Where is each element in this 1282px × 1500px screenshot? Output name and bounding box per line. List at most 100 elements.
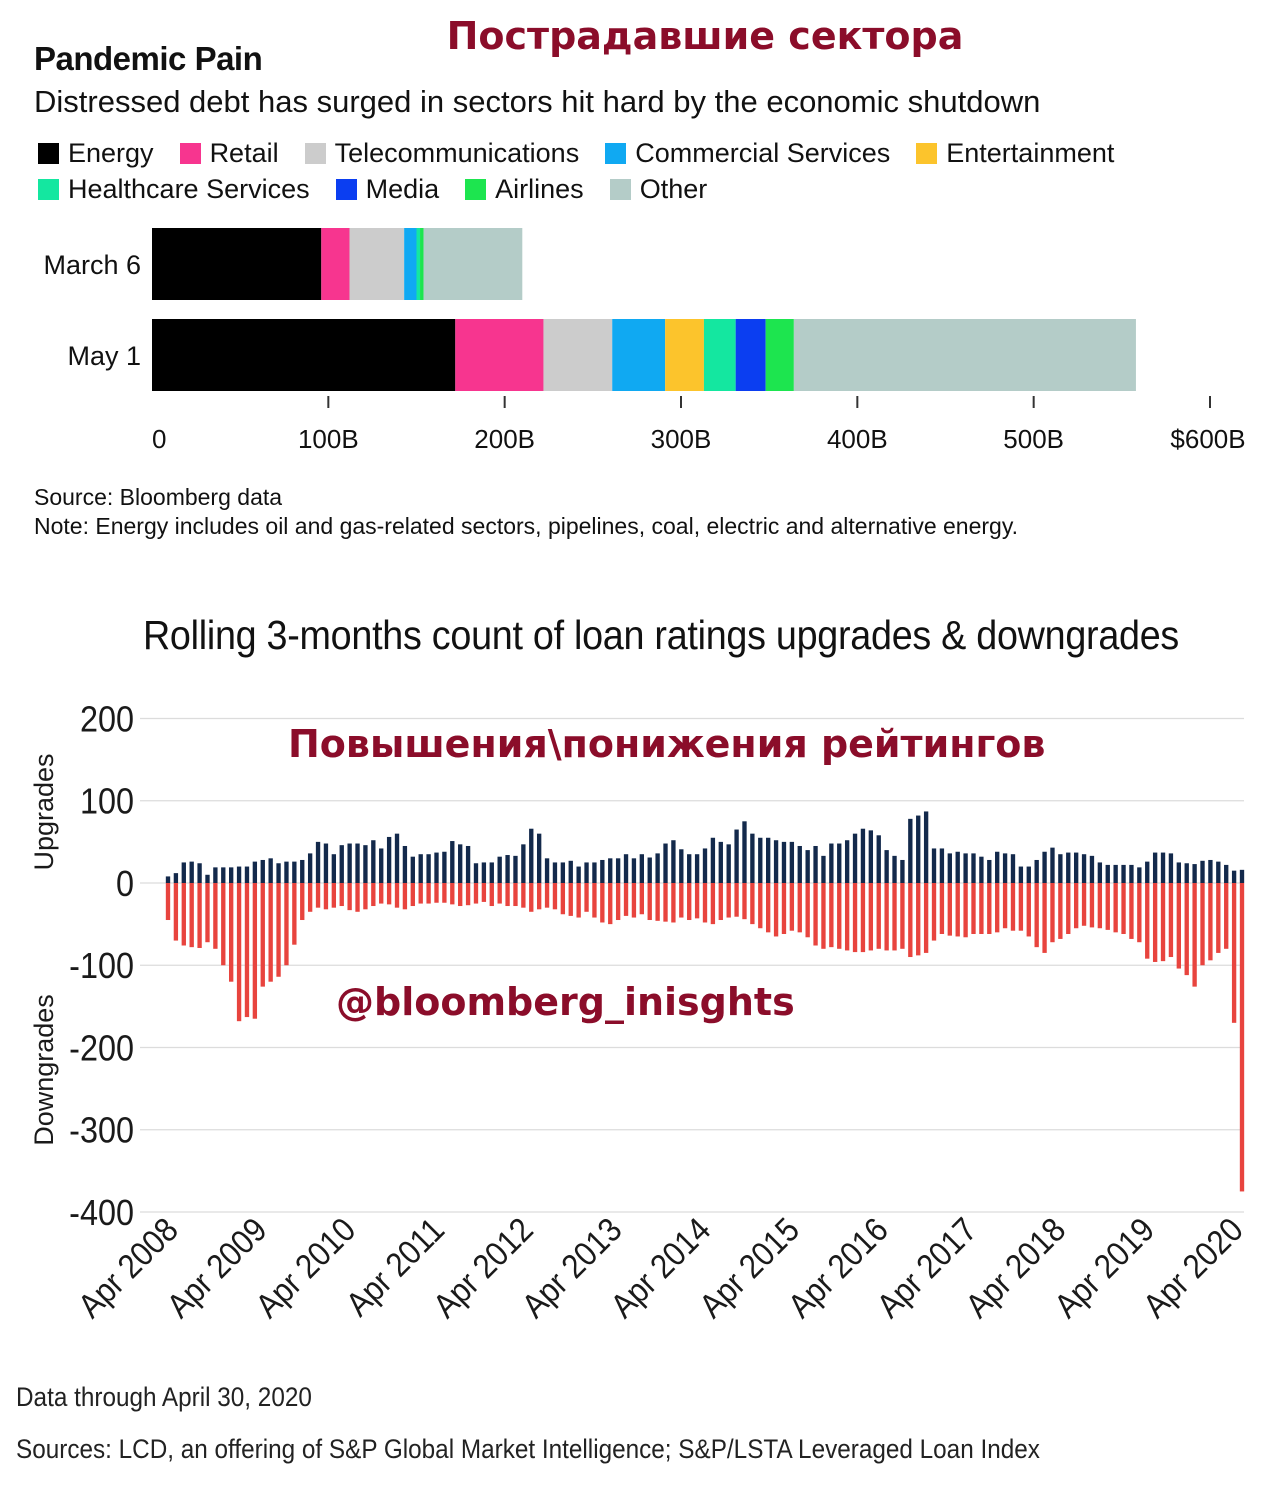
upgrade-bar: [292, 861, 297, 883]
upgrade-bar: [213, 867, 218, 883]
upgrade-bar: [694, 854, 700, 883]
downgrade-bar: [884, 883, 889, 951]
downgrade-bar: [671, 883, 676, 923]
downgrade-bar: [663, 883, 668, 922]
downgrade-bar: [655, 883, 660, 921]
upgrade-bar: [465, 845, 471, 883]
downgrade-bar: [908, 883, 913, 958]
downgrade-bar: [860, 883, 866, 953]
chart1-source: Source: Bloomberg data: [34, 484, 283, 510]
upgrade-bar: [726, 844, 731, 883]
legend-swatch-other: [609, 179, 631, 200]
upgrade-bar: [181, 862, 186, 883]
upgrade-bar: [908, 818, 913, 883]
legend-item-retail: Retail: [179, 138, 279, 169]
downgrade-bar: [931, 883, 937, 941]
upgrade-bar: [1192, 864, 1197, 883]
upgrade-bar: [418, 854, 423, 883]
downgrade-bar: [979, 883, 984, 934]
downgrade-bar: [584, 883, 589, 912]
upgrade-bar: [1042, 851, 1047, 883]
upgrade-bar: [236, 866, 242, 883]
downgrade-bar: [1239, 883, 1245, 1192]
upgrade-bar: [821, 855, 826, 883]
downgrade-bar: [679, 883, 684, 918]
upgrade-bar: [307, 853, 313, 883]
upgrade-bar: [244, 866, 250, 883]
downgrade-bar: [939, 883, 945, 934]
legend-swatch-entertainment: [916, 143, 938, 164]
y-tick-label: -200: [69, 1029, 134, 1069]
downgrade-bar: [252, 883, 258, 1019]
upgrade-bar: [789, 841, 795, 883]
upgrade-bar: [505, 855, 510, 883]
upgrade-bar: [576, 866, 581, 883]
upgrade-bar: [1081, 854, 1087, 883]
downgrade-bar: [363, 883, 368, 910]
upgrade-bar: [584, 862, 589, 883]
upgrade-bar: [560, 862, 566, 883]
downgrade-bar: [276, 883, 281, 977]
downgrade-bar: [829, 883, 834, 948]
upgrade-bar: [781, 841, 787, 883]
upgrade-bar: [355, 843, 360, 883]
downgrade-bar: [165, 883, 171, 921]
downgrade-bar: [995, 883, 1000, 933]
upgrade-bar: [323, 843, 329, 883]
upgrade-bar: [1010, 854, 1016, 883]
legend-label-airlines: Airlines: [495, 174, 584, 204]
upgrade-bar: [742, 821, 747, 883]
upgrade-bar: [758, 837, 763, 883]
legend-label-telecommunications: Telecommunications: [334, 138, 580, 168]
chart2-bar-plot: 200 100 0 -100 -200 -300 -400 Upgrades Downgrade…: [29, 700, 1250, 1325]
downgrade-bar: [923, 883, 929, 953]
upgrade-bar: [1160, 852, 1166, 883]
x-tick-label: 500B: [1003, 424, 1064, 454]
downgrade-bar: [236, 883, 242, 1022]
upgrade-bar: [426, 854, 431, 883]
upgrade-bar: [260, 859, 265, 883]
upgrade-bar: [1113, 864, 1118, 883]
chart1-title: Pandemic Pain: [34, 40, 263, 77]
chart1-legend-row-2: Healthcare Services Media Airlines Other: [38, 174, 1258, 205]
downgrade-bar: [750, 883, 755, 925]
legend-swatch-airlines: [465, 179, 487, 200]
bar-segment-march-6-other: [423, 228, 523, 300]
downgrade-bar: [592, 883, 597, 918]
legend-swatch-healthcare-services: [38, 179, 59, 200]
downgrade-bar: [639, 883, 644, 915]
downgrade-bar: [331, 883, 337, 908]
upgrade-bar: [331, 854, 337, 883]
legend-item-healthcare-services: Healthcare Services: [38, 174, 310, 205]
upgrade-bar: [923, 811, 929, 883]
legend-item-commercial-services: Commercial Services: [605, 138, 890, 169]
bar-segment-may-1-media: [735, 319, 766, 391]
upgrade-bar: [489, 862, 494, 883]
upgrade-bar: [1152, 852, 1158, 883]
downgrade-bar: [513, 883, 518, 907]
bar-segment-may-1-commercial-services: [612, 319, 666, 391]
upgrade-bar: [1121, 864, 1126, 883]
y-axis-title-upgrades: Upgrades: [29, 753, 59, 870]
upgrade-bar: [379, 848, 384, 883]
downgrade-bar: [916, 883, 921, 956]
upgrade-bar: [876, 835, 881, 883]
upgrade-bar: [529, 828, 534, 883]
downgrade-bar: [1010, 883, 1016, 931]
downgrade-bar: [710, 883, 716, 925]
downgrade-bar: [608, 883, 613, 925]
chart1-stacked-bar-plot: March 6 May 1 0 100B 200B 300B 400B 500B $600B: [43, 228, 1246, 454]
downgrade-bar: [521, 883, 526, 908]
upgrade-bar: [892, 855, 897, 883]
downgrade-bar: [394, 883, 400, 908]
downgrade-bar: [552, 883, 558, 910]
downgrade-bar: [876, 883, 881, 949]
upgrade-bar: [1034, 859, 1039, 883]
downgrade-bar: [1200, 883, 1205, 966]
downgrade-bar: [347, 883, 352, 911]
upgrade-bar: [442, 851, 447, 883]
legend-swatch-retail: [179, 143, 201, 164]
legend-label-retail: Retail: [209, 138, 279, 168]
upgrade-bar: [702, 848, 708, 883]
upgrade-bar: [971, 853, 976, 883]
